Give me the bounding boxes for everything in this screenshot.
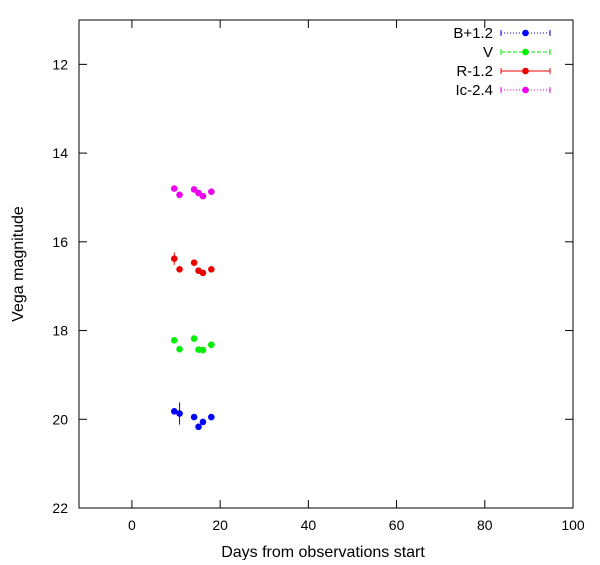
data-point [170, 407, 178, 415]
data-point [199, 192, 207, 200]
y-tick-label: 12 [52, 56, 68, 72]
series-1 [170, 335, 215, 354]
data-point [199, 346, 207, 354]
legend-label: Ic-2.4 [455, 82, 493, 99]
y-tick-label: 16 [52, 234, 68, 250]
data-point [170, 255, 178, 262]
y-tick-label: 14 [52, 145, 68, 161]
data-point [199, 269, 207, 277]
plot-frame [78, 19, 574, 509]
data-point [195, 423, 202, 431]
y-tick-label: 22 [52, 500, 68, 516]
legend-label: B+1.2 [453, 25, 493, 42]
data-point [208, 341, 215, 349]
data-point [190, 186, 198, 193]
legend-marker [522, 29, 529, 37]
x-tick-label: 20 [212, 517, 228, 533]
y-axis-ticks: 12 14 16 18 20 22 [52, 56, 573, 516]
data-point [170, 337, 178, 344]
legend: B+1.2 V R-1.2 Ic-2.4 [453, 25, 551, 99]
data-point [190, 335, 198, 342]
data-point [176, 345, 183, 353]
legend-label: R-1.2 [456, 63, 493, 80]
legend-marker [522, 67, 529, 75]
legend-label: V [483, 44, 493, 61]
data-point [176, 266, 183, 273]
x-tick-label: 100 [561, 517, 585, 533]
data-point [190, 413, 198, 421]
data-point [190, 259, 198, 266]
data-point [208, 413, 215, 421]
series-0 [170, 402, 215, 431]
data-point [208, 188, 215, 195]
y-tick-label: 20 [52, 411, 68, 427]
x-tick-label: 0 [128, 517, 136, 533]
x-axis-label: Days from observations start [221, 544, 425, 560]
series-3 [170, 185, 215, 200]
x-axis-ticks: 0 20 40 60 80 100 [128, 20, 585, 533]
data-point [199, 418, 207, 426]
data-point [176, 410, 183, 417]
x-tick-label: 40 [301, 517, 317, 533]
x-tick-label: 80 [477, 517, 493, 533]
data-point [176, 191, 183, 199]
series-2 [170, 252, 215, 277]
legend-marker [522, 48, 529, 56]
x-tick-label: 60 [389, 517, 405, 533]
data-point [208, 266, 215, 273]
y-axis-label: Vega magnitude [10, 206, 27, 322]
y-tick-label: 18 [52, 323, 68, 339]
legend-marker [522, 86, 529, 94]
data-point [170, 185, 178, 192]
data-series [170, 185, 215, 431]
